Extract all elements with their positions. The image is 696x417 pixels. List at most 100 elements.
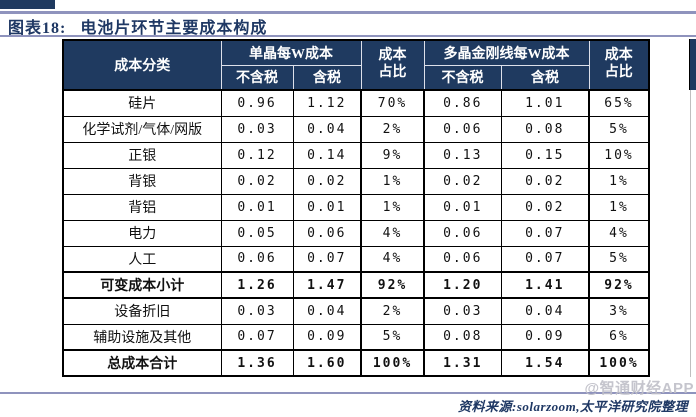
mono-ratio-cell: 5% bbox=[360, 323, 425, 351]
mono-ratio-cell: 9% bbox=[360, 141, 425, 169]
row-label-cell: 化学试剂/气体/网版 bbox=[62, 115, 222, 143]
row-label-cell: 人工 bbox=[62, 245, 222, 273]
mono-ratio-cell: 1% bbox=[360, 193, 425, 221]
mono-incl-tax-cell: 0.02 bbox=[292, 167, 362, 195]
figure-title-bar: 图表18: 电池片环节主要成本构成 bbox=[8, 14, 267, 38]
watermark: @智通财经APP bbox=[584, 380, 694, 397]
title-bottom-divider bbox=[0, 35, 696, 37]
col-header-poly-excl-tax: 不含税 bbox=[423, 64, 502, 91]
top-divider bbox=[0, 11, 696, 14]
row-label-cell: 设备折旧 bbox=[62, 297, 222, 325]
header-row-groups: 成本分类 单晶每W成本 成本占比 多晶金刚线每W成本 成本占比 bbox=[62, 39, 650, 91]
poly-excl-tax-cell: 1.31 bbox=[423, 349, 502, 377]
mono-incl-tax-cell: 0.06 bbox=[292, 219, 362, 247]
mono-excl-tax-cell: 0.12 bbox=[220, 141, 294, 169]
table-row-chemicals: 化学试剂/气体/网版 0.03 0.04 2% 0.06 0.08 5% bbox=[62, 115, 650, 143]
poly-incl-tax-cell: 0.15 bbox=[500, 141, 590, 169]
source-note: 资料来源:solarzoom,太平洋研究院整理 bbox=[458, 399, 688, 414]
poly-excl-tax-cell: 0.08 bbox=[423, 323, 502, 351]
table-row-total-cost: 总成本合计 1.36 1.60 100% 1.31 1.54 100% bbox=[62, 349, 650, 377]
mono-incl-tax-cell: 1.60 bbox=[292, 349, 362, 377]
table-row-auxiliary-facilities: 辅助设施及其他 0.07 0.09 5% 0.08 0.09 6% bbox=[62, 323, 650, 351]
col-header-mono-group: 单晶每W成本 bbox=[220, 39, 362, 66]
figure-title: 电池片环节主要成本构成 bbox=[80, 20, 268, 37]
cost-table-header: 成本分类 单晶每W成本 成本占比 多晶金刚线每W成本 成本占比 不含税 含税 不… bbox=[62, 39, 650, 91]
table-row-back-aluminum: 背铝 0.01 0.01 1% 0.01 0.02 1% bbox=[62, 193, 650, 221]
figure-label: 图表18: bbox=[8, 20, 67, 37]
mono-excl-tax-cell: 0.05 bbox=[220, 219, 294, 247]
table-row-electricity: 电力 0.05 0.06 4% 0.06 0.07 4% bbox=[62, 219, 650, 247]
cost-table: 成本分类 单晶每W成本 成本占比 多晶金刚线每W成本 成本占比 不含税 含税 不… bbox=[62, 39, 650, 377]
row-label-cell: 硅片 bbox=[62, 89, 222, 117]
poly-excl-tax-cell: 1.20 bbox=[423, 271, 502, 299]
poly-ratio-cell: 5% bbox=[588, 115, 650, 143]
mono-ratio-cell: 2% bbox=[360, 297, 425, 325]
cropped-neighbor-table-border bbox=[690, 90, 691, 377]
poly-excl-tax-cell: 0.06 bbox=[423, 245, 502, 273]
mono-incl-tax-cell: 0.07 bbox=[292, 245, 362, 273]
poly-incl-tax-cell: 0.04 bbox=[500, 297, 590, 325]
col-header-poly-cost-ratio: 成本占比 bbox=[588, 39, 650, 91]
row-label-cell: 可变成本小计 bbox=[62, 271, 222, 299]
poly-excl-tax-cell: 0.06 bbox=[423, 219, 502, 247]
poly-excl-tax-cell: 0.86 bbox=[423, 89, 502, 117]
poly-ratio-cell: 10% bbox=[588, 141, 650, 169]
table-row-variable-cost-subtotal: 可变成本小计 1.26 1.47 92% 1.20 1.41 92% bbox=[62, 271, 650, 299]
row-label-cell: 背银 bbox=[62, 167, 222, 195]
poly-incl-tax-cell: 1.54 bbox=[500, 349, 590, 377]
row-label-cell: 背铝 bbox=[62, 193, 222, 221]
table-row-equipment-depreciation: 设备折旧 0.03 0.04 2% 0.03 0.04 3% bbox=[62, 297, 650, 325]
mono-excl-tax-cell: 0.96 bbox=[220, 89, 294, 117]
col-header-category: 成本分类 bbox=[62, 39, 222, 91]
table-row-silicon-wafer: 硅片 0.96 1.12 70% 0.86 1.01 65% bbox=[62, 89, 650, 117]
col-header-mono-excl-tax: 不含税 bbox=[220, 64, 294, 91]
col-header-poly-group: 多晶金刚线每W成本 bbox=[423, 39, 590, 66]
poly-excl-tax-cell: 0.02 bbox=[423, 167, 502, 195]
poly-ratio-cell: 3% bbox=[588, 297, 650, 325]
mono-incl-tax-cell: 1.12 bbox=[292, 89, 362, 117]
mono-excl-tax-cell: 0.03 bbox=[220, 115, 294, 143]
mono-cost-ratio-label: 成本占比 bbox=[378, 48, 407, 80]
row-label-cell: 电力 bbox=[62, 219, 222, 247]
poly-ratio-cell: 4% bbox=[588, 219, 650, 247]
poly-excl-tax-cell: 0.13 bbox=[423, 141, 502, 169]
table-row-back-silver: 背银 0.02 0.02 1% 0.02 0.02 1% bbox=[62, 167, 650, 195]
mono-excl-tax-cell: 0.02 bbox=[220, 167, 294, 195]
col-header-poly-incl-tax: 含税 bbox=[500, 64, 590, 91]
poly-ratio-cell: 100% bbox=[588, 349, 650, 377]
poly-incl-tax-cell: 0.02 bbox=[500, 167, 590, 195]
poly-excl-tax-cell: 0.01 bbox=[423, 193, 502, 221]
mono-incl-tax-cell: 0.01 bbox=[292, 193, 362, 221]
mono-incl-tax-cell: 0.09 bbox=[292, 323, 362, 351]
col-header-mono-cost-ratio: 成本占比 bbox=[360, 39, 425, 91]
mono-excl-tax-cell: 0.06 bbox=[220, 245, 294, 273]
mono-ratio-cell: 100% bbox=[360, 349, 425, 377]
mono-excl-tax-cell: 0.01 bbox=[220, 193, 294, 221]
mono-ratio-cell: 4% bbox=[360, 245, 425, 273]
poly-ratio-cell: 6% bbox=[588, 323, 650, 351]
poly-incl-tax-cell: 0.07 bbox=[500, 245, 590, 273]
poly-ratio-cell: 1% bbox=[588, 193, 650, 221]
poly-ratio-cell: 92% bbox=[588, 271, 650, 299]
poly-incl-tax-cell: 0.09 bbox=[500, 323, 590, 351]
mono-ratio-cell: 92% bbox=[360, 271, 425, 299]
mono-excl-tax-cell: 1.36 bbox=[220, 349, 294, 377]
mono-incl-tax-cell: 0.04 bbox=[292, 115, 362, 143]
row-label-cell: 总成本合计 bbox=[62, 349, 222, 377]
table-row-labor: 人工 0.06 0.07 4% 0.06 0.07 5% bbox=[62, 245, 650, 273]
mono-incl-tax-cell: 0.14 bbox=[292, 141, 362, 169]
poly-ratio-cell: 1% bbox=[588, 167, 650, 195]
poly-incl-tax-cell: 1.01 bbox=[500, 89, 590, 117]
mono-incl-tax-cell: 0.04 bbox=[292, 297, 362, 325]
poly-ratio-cell: 5% bbox=[588, 245, 650, 273]
page-corner-mark bbox=[0, 0, 55, 9]
mono-ratio-cell: 70% bbox=[360, 89, 425, 117]
row-label-cell: 辅助设施及其他 bbox=[62, 323, 222, 351]
col-header-mono-incl-tax: 含税 bbox=[292, 64, 362, 91]
mono-ratio-cell: 4% bbox=[360, 219, 425, 247]
mono-excl-tax-cell: 1.26 bbox=[220, 271, 294, 299]
poly-incl-tax-cell: 1.41 bbox=[500, 271, 590, 299]
row-label-cell: 正银 bbox=[62, 141, 222, 169]
mono-ratio-cell: 1% bbox=[360, 167, 425, 195]
